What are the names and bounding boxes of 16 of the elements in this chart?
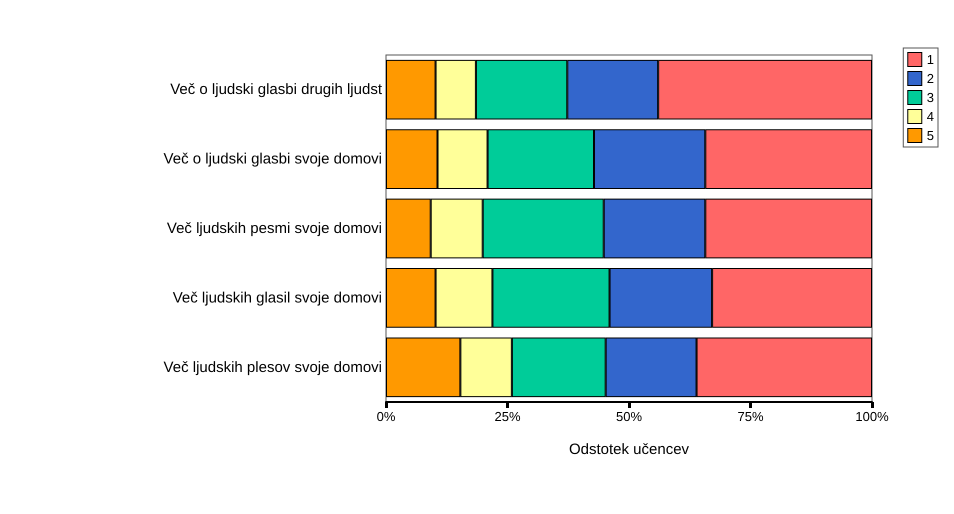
legend-label: 1 (926, 52, 934, 67)
y-tick-label: Več o ljudski glasbi svoje domovi (164, 150, 382, 168)
legend-label: 4 (926, 109, 934, 124)
y-tick-label: Več ljudskih glasil svoje domovi (172, 289, 382, 306)
x-tick-label: 0% (376, 409, 396, 424)
x-tick-label: 25% (494, 409, 521, 424)
x-tick-label: 100% (855, 409, 890, 424)
x-tick-label: 50% (616, 409, 642, 424)
y-tick-label: Več o ljudski glasbi drugih ljudst (170, 81, 383, 98)
y-tick-label: Več ljudskih plesov svoje domovi (164, 358, 382, 376)
legend-label: 5 (926, 128, 934, 143)
x-tick-label: 75% (737, 409, 764, 424)
legend-label: 3 (926, 90, 934, 105)
legend-label: 2 (926, 71, 934, 86)
y-tick-label: Več ljudskih pesmi svoje domovi (166, 220, 382, 237)
x-axis-title: Odstotek učencev (568, 441, 690, 458)
